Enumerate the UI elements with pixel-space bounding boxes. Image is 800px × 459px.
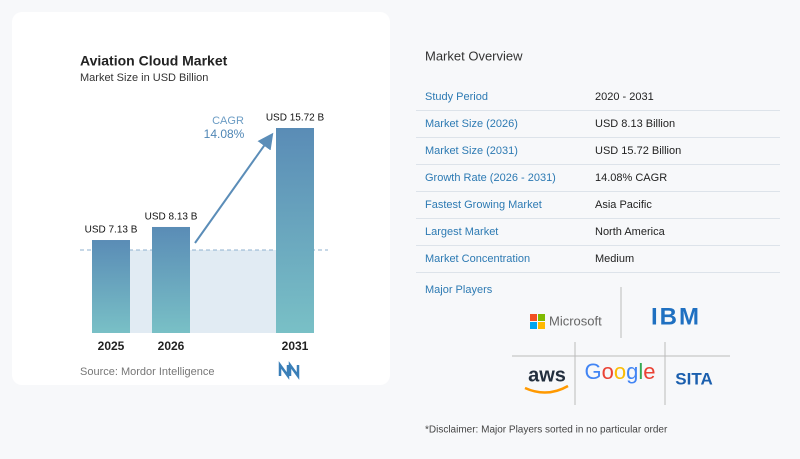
overview-title: Market Overview [425,48,523,63]
disclaimer: *Disclaimer: Major Players sorted in no … [425,425,668,436]
cagr-arrow [194,132,274,244]
logo-letter: o [602,359,614,384]
logo-letter: G [584,359,601,384]
bar [276,128,314,333]
row-label: Market Concentration [425,253,530,265]
aws-smile [524,384,569,394]
players-title: Major Players [425,284,493,296]
row-value: 2020 - 2031 [595,91,654,103]
player-logo: IBM [651,303,701,330]
logo-letter: o [614,359,626,384]
bar [152,226,190,333]
row-value: Medium [595,253,634,265]
row-label: Market Size (2031) [425,145,518,157]
cagr-value: 14.08% [204,127,245,141]
logo-letter: e [643,359,655,384]
player-logo: aws [528,364,566,386]
value-label: USD 15.72 B [266,113,325,124]
chart-subtitle: Market Size in USD Billion [80,72,208,84]
value-label: USD 7.13 B [85,225,138,236]
player-logo: SITA [675,369,712,388]
row-value: USD 15.72 Billion [595,145,681,157]
row-value: USD 8.13 Billion [595,118,675,130]
row-label: Growth Rate (2026 - 2031) [425,172,556,184]
row-label: Largest Market [425,226,498,238]
row-value: Asia Pacific [595,199,652,211]
logo-letter: l [638,359,643,384]
row-value: North America [595,226,666,238]
brand-logo [278,361,300,380]
row-value: 14.08% CAGR [595,172,667,184]
value-label: USD 8.13 B [145,212,198,223]
x-tick-label: 2026 [158,339,185,353]
x-tick-label: 2025 [98,339,125,353]
row-label: Fastest Growing Market [425,199,542,211]
row-label: Market Size (2026) [425,118,518,130]
player-logo: Google [584,359,655,384]
logo-letter: g [626,359,638,384]
source: Source: Mordor Intelligence [80,366,215,378]
row-label: Study Period [425,91,488,103]
bar [92,240,130,333]
cagr-label: CAGR [212,115,244,127]
growth-area [130,250,276,333]
player-logo: Microsoft [549,313,602,328]
microsoft-icon [530,314,545,329]
chart-title: Aviation Cloud Market [80,53,228,69]
x-tick-label: 2031 [282,339,309,353]
